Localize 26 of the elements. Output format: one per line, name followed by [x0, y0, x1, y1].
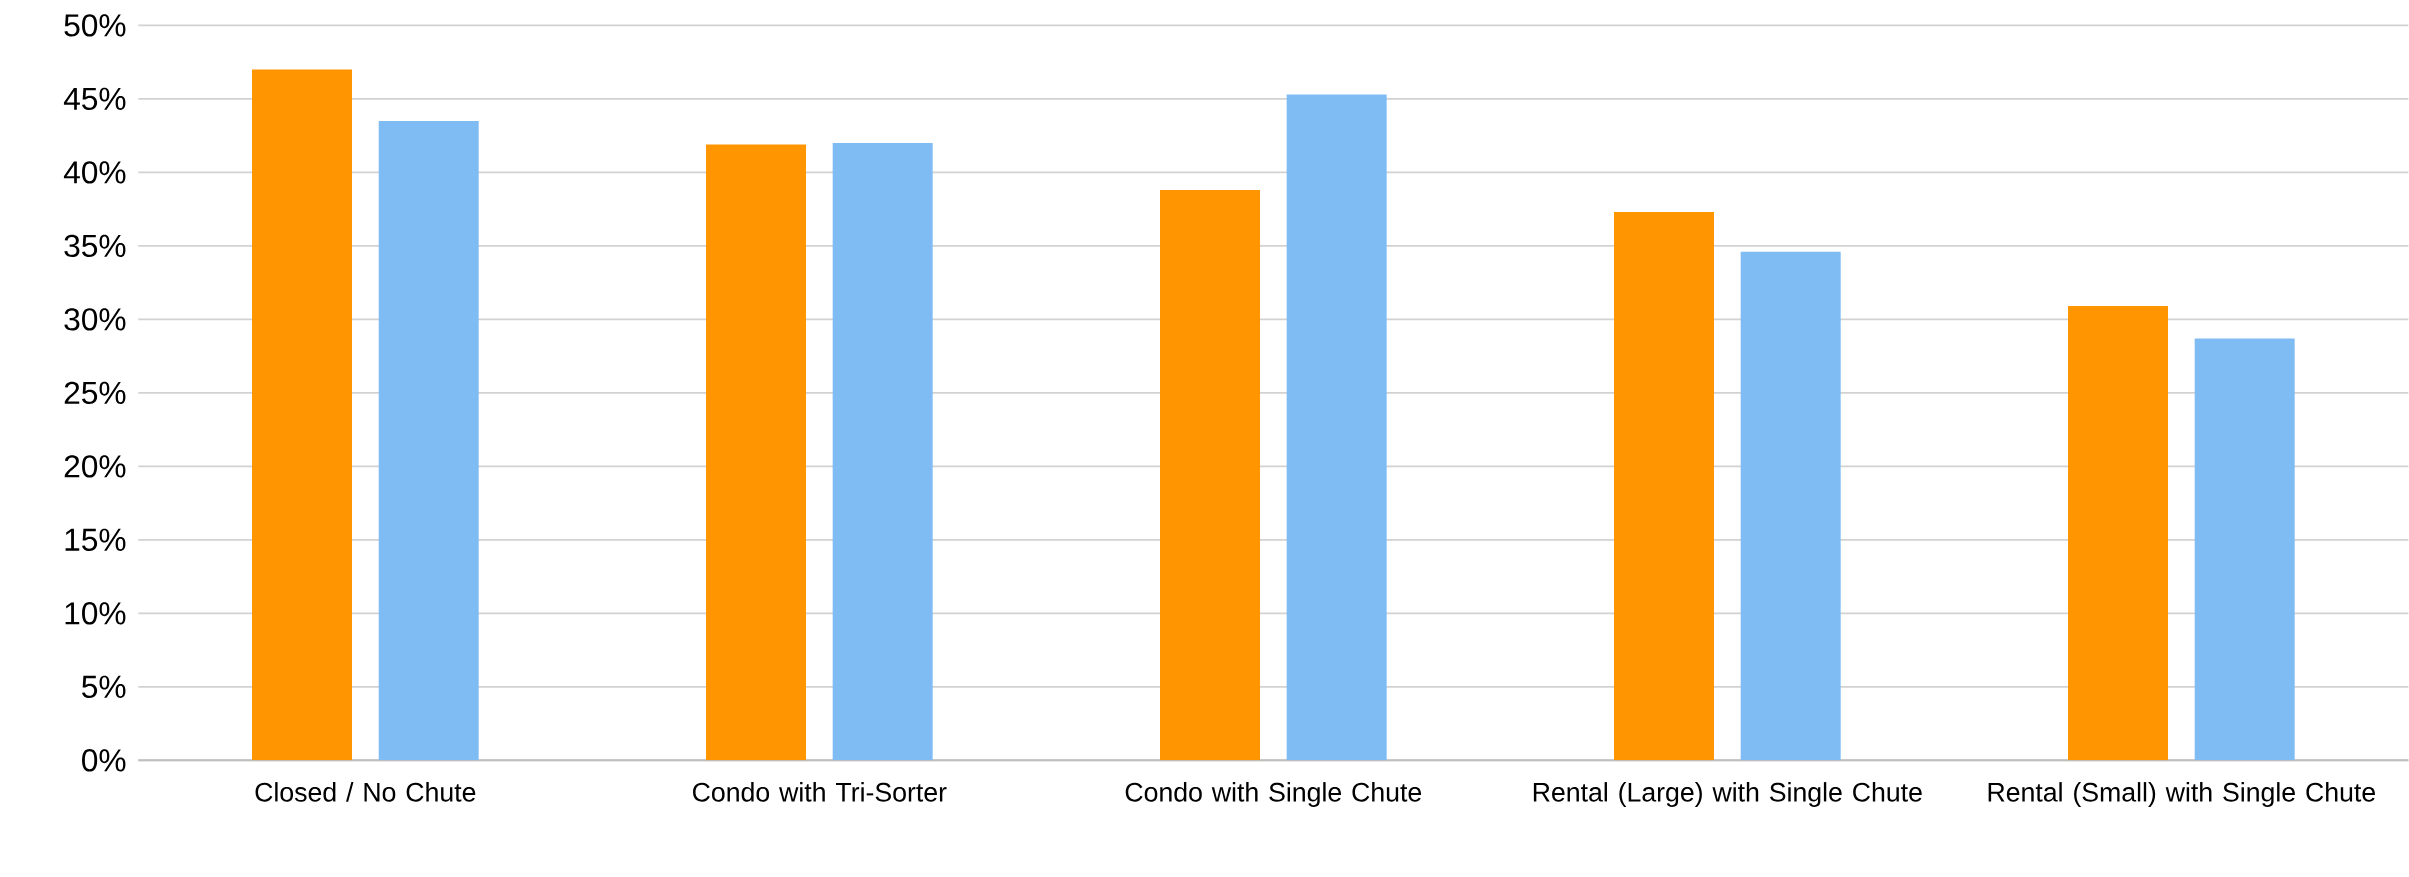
- bar: [1614, 212, 1715, 761]
- y-tick-label: 40%: [63, 161, 126, 184]
- bar: [1286, 94, 1387, 761]
- bar: [832, 142, 933, 761]
- bar: [378, 120, 479, 761]
- bar: [1740, 251, 1841, 761]
- y-tick-label: 0%: [82, 749, 126, 772]
- y-tick-label: 15%: [65, 528, 126, 551]
- bar: [1160, 189, 1261, 761]
- bar: [252, 69, 353, 761]
- y-tick-label: 30%: [64, 308, 126, 331]
- x-tick-label: Condo with Tri-Sorter: [693, 782, 947, 802]
- x-tick-label: Rental (Small) with Single Chute: [1988, 782, 2375, 807]
- y-tick-label: 50%: [64, 14, 126, 37]
- y-tick-label: 20%: [64, 455, 126, 478]
- y-tick-label: 35%: [64, 234, 126, 258]
- y-tick-label: 45%: [63, 87, 126, 110]
- bar: [2068, 306, 2169, 761]
- bar: [2194, 338, 2295, 761]
- x-tick-label: Condo with Single Chute: [1125, 782, 1422, 807]
- bar: [706, 144, 807, 761]
- y-tick-label: 10%: [65, 602, 126, 625]
- y-tick-label: 25%: [64, 381, 126, 405]
- x-tick-label: Rental (Large) with Single Chute: [1533, 782, 1922, 807]
- y-tick-label: 5%: [82, 675, 126, 698]
- x-tick-label: Closed / No Chute: [255, 782, 476, 802]
